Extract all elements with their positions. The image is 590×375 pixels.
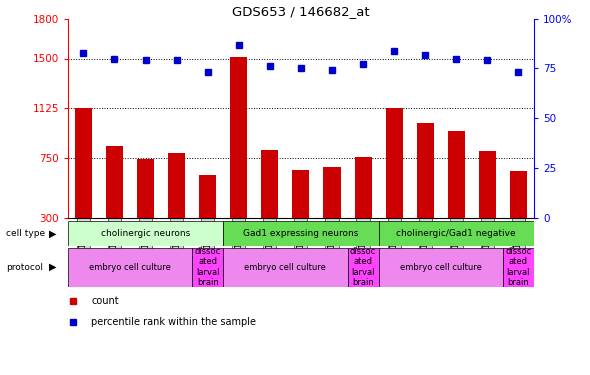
Text: ▶: ▶ [50,228,57,238]
Bar [323,167,340,257]
Bar [510,171,527,257]
Text: Gad1 expressing neurons: Gad1 expressing neurons [243,229,359,238]
Bar [68,248,192,287]
Text: embryo cell culture: embryo cell culture [89,262,171,272]
Text: protocol: protocol [6,263,43,272]
Bar [199,175,216,257]
Bar [168,153,185,257]
Text: percentile rank within the sample: percentile rank within the sample [91,316,256,327]
Text: dissoc
ated
larval
brain: dissoc ated larval brain [195,247,221,287]
Bar [293,170,309,257]
Text: cholinergic neurons: cholinergic neurons [101,229,190,238]
Bar [379,221,534,246]
Text: cell type: cell type [6,229,45,238]
Bar [386,108,402,257]
Text: count: count [91,296,119,306]
Bar [417,123,434,257]
Bar [448,131,465,257]
Bar [379,248,503,287]
Bar [192,248,223,287]
Bar [137,159,154,257]
Bar [223,221,379,246]
Bar [68,221,223,246]
Text: ▶: ▶ [50,262,57,272]
Bar [75,108,92,257]
Bar [503,248,534,287]
Bar [261,150,278,257]
Text: embryo cell culture: embryo cell culture [400,262,481,272]
Text: cholinergic/Gad1 negative: cholinergic/Gad1 negative [396,229,516,238]
Bar [106,146,123,257]
Bar [479,151,496,257]
Text: dissoc
ated
larval
brain: dissoc ated larval brain [350,247,376,287]
Bar [223,248,348,287]
Text: dissoc
ated
larval
brain: dissoc ated larval brain [505,247,532,287]
Text: embryo cell culture: embryo cell culture [244,262,326,272]
Bar [348,248,379,287]
Title: GDS653 / 146682_at: GDS653 / 146682_at [232,4,370,18]
Bar [230,57,247,257]
Bar [355,156,372,257]
